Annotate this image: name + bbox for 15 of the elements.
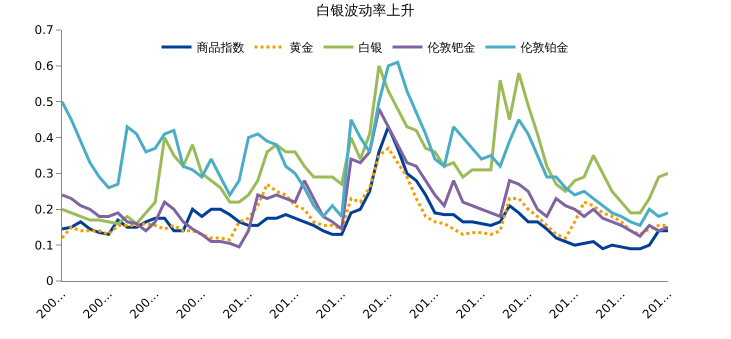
legend-label: 黄金 bbox=[290, 40, 314, 55]
legend-label: 白银 bbox=[358, 40, 382, 55]
y-tick-label: 0.7 bbox=[34, 23, 54, 38]
y-tick-label: 0.2 bbox=[34, 202, 54, 216]
legend-label: 伦敦钯金 bbox=[428, 40, 476, 55]
y-tick-label: 0.1 bbox=[34, 238, 54, 252]
legend-label: 商品指数 bbox=[196, 40, 244, 55]
y-tick-label: 0 bbox=[46, 274, 54, 288]
y-tick-label: 0.5 bbox=[34, 94, 54, 109]
legend-label: 伦敦铂金 bbox=[520, 40, 568, 55]
y-tick-label: 0.6 bbox=[34, 59, 54, 74]
y-tick-label: 0.3 bbox=[34, 166, 54, 181]
y-tick-label: 0.4 bbox=[34, 130, 54, 145]
chart-title: 白银波动率上升 bbox=[316, 2, 414, 19]
line-series bbox=[62, 146, 668, 242]
